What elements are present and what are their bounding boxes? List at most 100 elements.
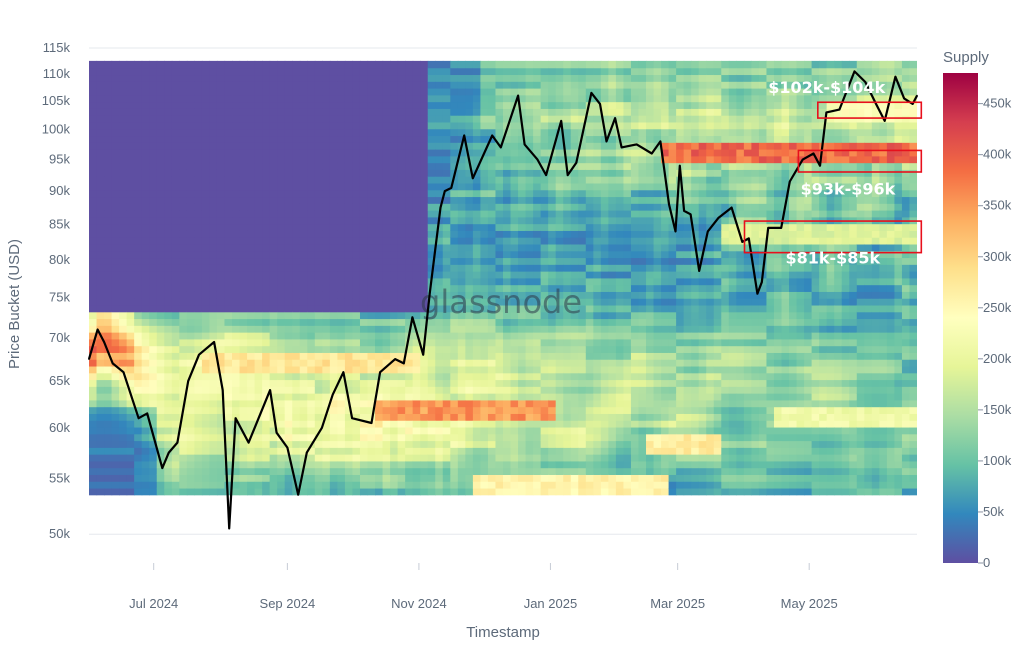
heatmap-cell xyxy=(307,460,316,469)
heatmap-cell xyxy=(337,284,346,292)
heatmap-cell xyxy=(224,257,233,265)
heatmap-cell xyxy=(337,203,346,211)
heatmap-cell xyxy=(375,426,384,435)
heatmap-cell xyxy=(186,67,195,76)
heatmap-cell xyxy=(329,223,338,231)
heatmap-cell xyxy=(397,189,406,198)
heatmap-cell xyxy=(427,365,436,374)
heatmap-cell xyxy=(141,433,150,442)
heatmap-cell xyxy=(232,243,241,252)
heatmap-cell xyxy=(435,359,444,367)
heatmap-cell xyxy=(525,291,534,299)
heatmap-cell xyxy=(525,454,534,462)
heatmap-cell xyxy=(525,487,534,496)
heatmap-cell xyxy=(412,399,421,408)
heatmap-cell xyxy=(472,420,482,428)
heatmap-cell xyxy=(247,338,256,347)
heatmap-cell xyxy=(487,352,497,360)
heatmap-cell xyxy=(653,176,662,184)
heatmap-cell xyxy=(232,454,241,462)
heatmap-cell xyxy=(171,243,180,252)
heatmap-cell xyxy=(352,318,361,326)
heatmap-cell xyxy=(390,318,399,326)
heatmap-cell xyxy=(412,74,421,82)
heatmap-cell xyxy=(367,433,376,442)
heatmap-cell xyxy=(427,210,436,218)
heatmap-cell xyxy=(201,399,211,408)
heatmap-cell xyxy=(375,311,384,320)
heatmap-cell xyxy=(194,359,203,367)
heatmap-cell xyxy=(164,325,173,333)
heatmap-cell xyxy=(623,88,632,96)
heatmap-cell xyxy=(201,216,211,225)
heatmap-cell xyxy=(239,359,248,367)
heatmap-cell xyxy=(262,481,271,489)
heatmap-cell xyxy=(472,284,482,292)
heatmap-cell xyxy=(623,426,632,435)
heatmap-cell xyxy=(405,467,414,475)
heatmap-cell xyxy=(337,332,346,340)
heatmap-cell xyxy=(284,271,293,279)
heatmap-cell xyxy=(661,420,670,428)
heatmap-cell xyxy=(299,196,308,204)
heatmap-cell xyxy=(284,115,293,123)
heatmap-cell xyxy=(322,386,331,394)
heatmap-cell xyxy=(126,467,135,475)
heatmap-cell xyxy=(570,454,579,462)
heatmap-cell xyxy=(126,257,135,265)
heatmap-cell xyxy=(593,237,602,245)
heatmap-cell xyxy=(555,284,564,292)
heatmap-cell xyxy=(322,474,331,482)
heatmap-cell xyxy=(344,325,354,333)
heatmap-cell xyxy=(578,203,587,211)
heatmap-cell xyxy=(450,426,459,435)
heatmap-cell xyxy=(292,460,301,469)
heatmap-cell xyxy=(420,420,429,428)
heatmap-cell xyxy=(232,162,241,170)
heatmap-cell xyxy=(646,359,655,367)
heatmap-cell xyxy=(292,365,301,374)
heatmap-cell xyxy=(405,60,414,69)
heatmap-cell xyxy=(555,304,564,313)
heatmap-cell xyxy=(525,345,534,353)
heatmap-cell xyxy=(548,88,557,96)
heatmap-cell xyxy=(540,332,549,340)
heatmap-cell xyxy=(111,108,120,116)
heatmap-cell xyxy=(503,386,512,394)
heatmap-cell xyxy=(646,318,655,326)
heatmap-cell xyxy=(382,94,391,103)
heatmap-cell xyxy=(119,121,128,130)
heatmap-cell xyxy=(518,162,527,170)
heatmap-cell xyxy=(465,372,474,381)
heatmap-cell xyxy=(201,413,211,421)
heatmap-cell xyxy=(442,196,451,204)
heatmap-cell xyxy=(299,406,308,414)
heatmap-cell xyxy=(171,426,180,435)
heatmap-cell xyxy=(623,311,632,320)
heatmap-cell xyxy=(442,474,451,482)
heatmap-cell xyxy=(194,155,203,164)
heatmap-cell xyxy=(171,393,180,401)
heatmap-cell xyxy=(209,325,218,333)
heatmap-cell xyxy=(89,108,98,116)
heatmap-cell xyxy=(420,426,429,435)
heatmap-cell xyxy=(329,379,338,387)
heatmap-cell xyxy=(239,454,248,462)
heatmap-cell xyxy=(254,379,263,387)
heatmap-cell xyxy=(405,250,414,259)
heatmap-cell xyxy=(563,81,572,89)
heatmap-cell xyxy=(442,372,451,381)
heatmap-cell xyxy=(247,196,256,204)
heatmap-cell xyxy=(352,264,361,272)
heatmap-cell xyxy=(337,298,346,306)
heatmap-cell xyxy=(269,88,278,96)
heatmap-cell xyxy=(661,189,670,198)
heatmap-cell xyxy=(540,481,549,489)
heatmap-cell xyxy=(518,460,527,469)
heatmap-cell xyxy=(518,345,527,353)
heatmap-cell xyxy=(134,237,143,245)
heatmap-cell xyxy=(646,311,655,320)
heatmap-cell xyxy=(465,352,474,360)
heatmap-cell xyxy=(239,121,248,130)
heatmap-cell xyxy=(661,474,670,482)
